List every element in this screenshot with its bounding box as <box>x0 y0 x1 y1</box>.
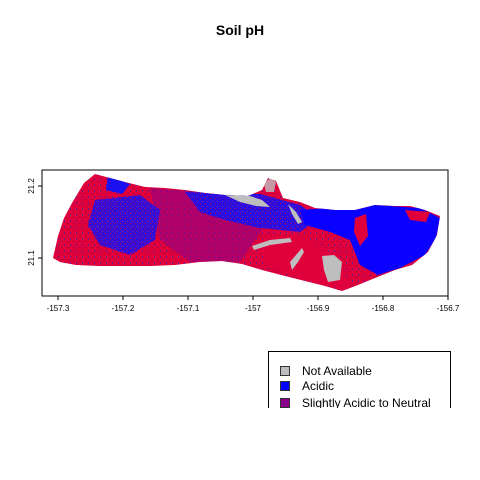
legend-swatch-acidic <box>280 381 290 391</box>
legend-label-acidic: Acidic <box>302 379 334 393</box>
x-tick-label: -157.2 <box>112 304 135 313</box>
y-tick-label: 21.1 <box>27 250 36 266</box>
x-axis: -157.3 -157.2 -157.1 -157 -156.9 -156.8 -156.7 <box>47 296 460 313</box>
y-tick-label: 21.2 <box>27 178 36 194</box>
y-axis: 21.2 21.1 <box>27 178 42 266</box>
legend-label-not-available: Not Available <box>302 364 372 378</box>
x-tick-label: -157.1 <box>177 304 200 313</box>
legend-item-acidic: Acidic <box>280 379 334 393</box>
region-not-available-peak <box>264 178 276 192</box>
x-tick-label: -157 <box>245 304 262 313</box>
legend-swatch-not-available <box>280 366 290 376</box>
legend: Not Available Acidic Slightly Acidic to … <box>268 351 451 408</box>
x-tick-label: -157.3 <box>47 304 70 313</box>
x-tick-label: -156.9 <box>307 304 330 313</box>
x-tick-label: -156.7 <box>437 304 460 313</box>
legend-label-slightly-acidic: Slightly Acidic to Neutral <box>302 396 431 408</box>
island-map <box>40 170 450 300</box>
legend-item-slightly-acidic: Slightly Acidic to Neutral <box>280 396 431 408</box>
legend-item-not-available: Not Available <box>280 364 372 378</box>
legend-swatch-slightly-acidic <box>280 398 290 408</box>
x-tick-label: -156.8 <box>372 304 395 313</box>
